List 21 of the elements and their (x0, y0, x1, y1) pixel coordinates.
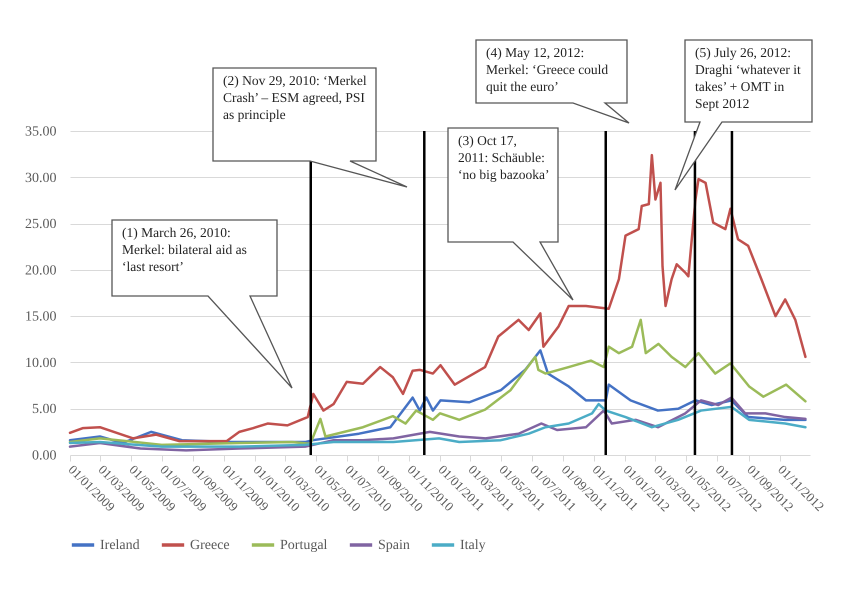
y-tick-label: 20.00 (25, 263, 56, 278)
text: (4) May 12, 2012: Merkel: ‘Greece could quit the euro’ (485, 44, 610, 96)
y-tick-label: 15.00 (25, 310, 56, 325)
legend-label: Portugal (280, 538, 328, 553)
y-tick-label: 30.00 (25, 170, 56, 186)
y-tick-label: 35.00 (25, 124, 56, 140)
text: (2) Nov 29, 2010: ‘Merkel Crash’ – ESM agreed, PSI as principle (222, 72, 368, 124)
y-tick-label: 10.00 (25, 356, 56, 371)
line-series (68, 318, 807, 446)
y-tick-label: 25.00 (25, 217, 56, 232)
legend-label: Spain (378, 538, 410, 553)
y-tick-label: 5.00 (32, 402, 56, 418)
y-tick-label: 0.00 (32, 448, 56, 464)
annotation: (1) March 26, 2010: Merkel: bilateral aid as ‘last resort’ (121, 224, 248, 276)
text: (5) July 26, 2012: Draghi ‘whatever it takes’ + OMT in Sept 2012 (694, 44, 802, 113)
line-series (68, 402, 807, 448)
line-series (68, 154, 807, 442)
annotation: (3) Oct 17, 2011: Schäuble: ‘no big bazooka’ (457, 132, 550, 184)
legend-label: Greece (190, 538, 230, 553)
legend-label: Ireland (100, 538, 140, 553)
legend-label: Italy (460, 538, 486, 553)
